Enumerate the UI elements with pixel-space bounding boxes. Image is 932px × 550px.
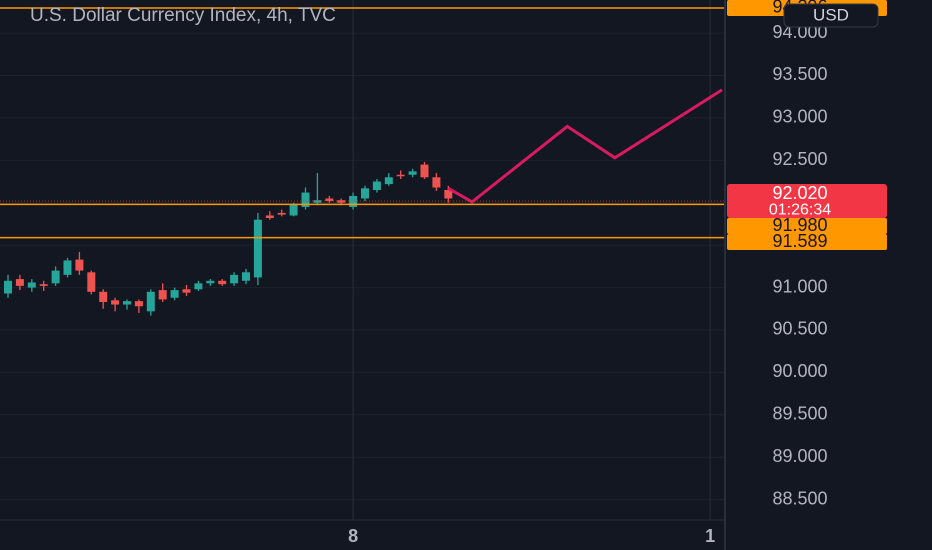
- candle-body: [253, 219, 262, 278]
- level-label: 91.980: [772, 215, 827, 235]
- candle-body: [289, 204, 298, 216]
- candle-body: [242, 272, 250, 281]
- x-tick-label: 1: [705, 526, 715, 546]
- candle-body: [230, 274, 239, 284]
- candle-body: [396, 174, 405, 177]
- candle-body: [337, 200, 346, 203]
- y-tick-label: 91.000: [772, 276, 827, 296]
- chart-title: U.S. Dollar Currency Index, 4h, TVC: [30, 5, 336, 26]
- candle-body: [325, 198, 334, 202]
- projection-line: [447, 88, 723, 204]
- y-tick-label: 89.500: [772, 404, 827, 424]
- candle-body: [170, 290, 179, 298]
- candle-body: [158, 290, 167, 300]
- candle-body: [134, 301, 143, 307]
- plot: [0, 7, 725, 316]
- candle-body: [194, 283, 203, 290]
- candle-body: [361, 188, 369, 199]
- y-tick-label: 92.500: [772, 149, 827, 169]
- candle-body: [313, 200, 322, 203]
- candle-body: [27, 282, 36, 288]
- level-label: 91.589: [772, 231, 827, 251]
- candle-body: [372, 181, 381, 191]
- candle-body: [146, 291, 155, 312]
- level-pill: [727, 234, 887, 251]
- y-tick-label: 89.000: [772, 446, 827, 466]
- candle-body: [420, 164, 429, 178]
- candle-body: [384, 177, 393, 185]
- candle-body: [111, 300, 120, 305]
- x-tick-label: 8: [348, 526, 358, 546]
- candle-body: [75, 259, 84, 271]
- candle-body: [265, 215, 274, 219]
- candle-body: [432, 177, 441, 188]
- currency-button[interactable]: [783, 3, 879, 28]
- grid: [0, 0, 725, 520]
- y-tick-label: 90.500: [772, 319, 827, 339]
- candle-body: [444, 190, 453, 199]
- level-pill: [727, 218, 887, 235]
- candle-body: [99, 291, 108, 302]
- y-tick-label: 90.000: [772, 361, 827, 381]
- y-tick-label: 88.500: [772, 488, 827, 508]
- candle-body: [63, 260, 72, 275]
- candle-body: [123, 301, 131, 305]
- candle-body: [39, 284, 48, 286]
- y-tick-label: 93.000: [772, 107, 827, 127]
- candle-body: [301, 192, 310, 207]
- y-tick-label: 93.500: [772, 64, 827, 84]
- candle-body: [206, 280, 215, 284]
- candle-body: [349, 195, 358, 207]
- candle-body: [4, 280, 12, 294]
- candle-body: [51, 270, 60, 284]
- candle-body: [15, 279, 24, 286]
- candle-body: [87, 272, 96, 292]
- countdown-label: 01:26:34: [769, 201, 831, 218]
- candle-body: [182, 289, 191, 293]
- last-price-label: 92.020: [772, 183, 827, 203]
- currency-label[interactable]: USD: [813, 5, 849, 24]
- candle-body: [218, 280, 227, 285]
- candle-body: [277, 212, 286, 215]
- last-price-pill: [727, 184, 887, 219]
- candle-body: [408, 171, 417, 175]
